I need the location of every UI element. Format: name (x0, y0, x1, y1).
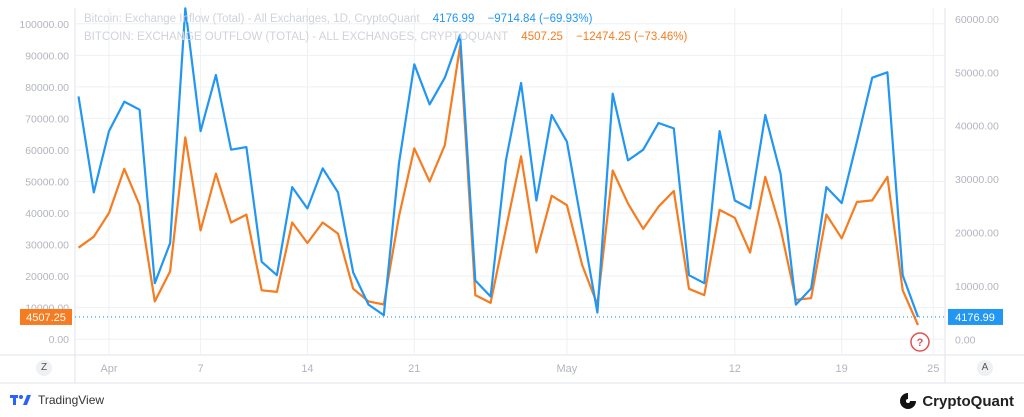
y-left-tick-label: 90000.00 (25, 50, 69, 62)
x-tick-label: 21 (408, 363, 420, 375)
x-tick-label: 14 (301, 363, 313, 375)
y-right-tick-label: 30000.00 (955, 174, 999, 186)
last-value-left-label: 4507.25 (26, 312, 66, 324)
x-tick-label: 19 (836, 363, 848, 375)
y-left-tick-label: 30000.00 (25, 240, 69, 252)
series-points (78, 8, 918, 326)
y-left-tick-label: 70000.00 (25, 113, 69, 125)
last-value-left-badge: 4507.25 (20, 308, 72, 325)
tradingview-logo-icon (10, 395, 31, 405)
last-value-right-badge: 4176.99 (948, 308, 1003, 325)
legend-inflow-change: −9714.84 (−69.93%) (487, 13, 593, 25)
y-left-tick-label: 20000.00 (25, 271, 69, 283)
x-tick-label: 7 (198, 363, 204, 375)
x-tick-label: Apr (100, 363, 117, 375)
x-tick-label: May (557, 363, 578, 375)
y-left-tick-label: 0.00 (49, 334, 70, 346)
legend-outflow-last: 4507.25 (521, 31, 563, 43)
cryptoquant-logo-icon (900, 393, 917, 409)
y-right-tick-label: 20000.00 (955, 227, 999, 239)
pending-marker-circle (910, 332, 930, 352)
y-left-tick-label: 40000.00 (25, 208, 69, 220)
y-right-tick-label: 60000.00 (955, 14, 999, 26)
inflow-line (77, 7, 920, 318)
scale-auto-button[interactable]: A (977, 360, 993, 376)
tradingview-label: TradingView (38, 393, 105, 407)
tradingview-brand[interactable]: TradingView (10, 393, 104, 407)
y-right-tick-label: 0.00 (955, 334, 976, 346)
legend-inflow-name: Bitcoin: Exchange Inflow (Total) - All E… (84, 13, 420, 25)
y-left-tick-label: 50000.00 (25, 177, 69, 189)
pending-marker-label: ? (917, 337, 924, 349)
series-lines (77, 7, 920, 326)
outflow-line (77, 44, 920, 326)
x-tick-label: 25 (927, 363, 939, 375)
y-right-tick-label: 50000.00 (955, 67, 999, 79)
chart-grid (0, 8, 1024, 384)
y-left-tick-label: 100000.00 (19, 19, 69, 31)
x-tick-label: 12 (729, 363, 741, 375)
legend-outflow[interactable]: BITCOIN: EXCHANGE OUTFLOW (TOTAL) - ALL … (84, 31, 687, 43)
last-value-right-bg (948, 308, 1003, 325)
y-right-tick-label: 40000.00 (955, 121, 999, 133)
cryptoquant-brand: CryptoQuant (899, 392, 1014, 410)
y-axis-left: 0.0010000.0020000.0030000.0040000.005000… (19, 19, 69, 346)
last-value-right-label: 4176.99 (955, 312, 995, 324)
legend-outflow-name: BITCOIN: EXCHANGE OUTFLOW (TOTAL) - ALL … (84, 31, 509, 43)
legend-inflow[interactable]: Bitcoin: Exchange Inflow (Total) - All E… (84, 13, 592, 25)
cryptoquant-label: CryptoQuant (922, 392, 1014, 410)
pending-data-marker: ? (910, 332, 930, 352)
x-axis: Apr 7 14 21 May 12 19 25 (100, 363, 939, 375)
legend-inflow-last: 4176.99 (432, 13, 475, 25)
y-axis-right: 0.00 10000.00 20000.00 30000.00 40000.00 5000… (955, 14, 999, 346)
legend-outflow-change: −12474.25 (−73.46%) (576, 31, 688, 43)
scale-toggle-left-button[interactable]: Z (36, 360, 52, 376)
last-value-left-bg (20, 308, 72, 325)
y-left-tick-label: 80000.00 (25, 82, 69, 94)
y-left-tick-label: 60000.00 (25, 145, 69, 157)
annotations: 4507.25 4176.99? (20, 308, 1003, 352)
y-right-tick-label: 10000.00 (955, 281, 999, 293)
